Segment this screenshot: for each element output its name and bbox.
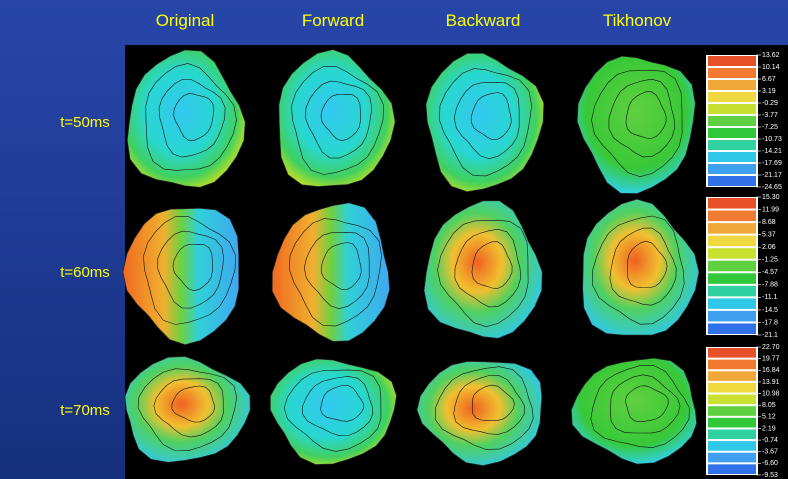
colorbar-label: -0.74 xyxy=(762,437,778,444)
colorbar-label: 13.62 xyxy=(762,52,780,59)
colorbar-band xyxy=(708,464,756,474)
colorbar-band xyxy=(708,80,756,90)
colorbar-label: -24.65 xyxy=(762,184,782,191)
colorbar-band xyxy=(708,198,756,209)
colorbar-label: 10.14 xyxy=(762,64,780,71)
colorbar-label: -17.8 xyxy=(762,319,778,326)
colorbar-label: 22.70 xyxy=(762,344,780,351)
colorbar-band xyxy=(708,92,756,102)
colorbar-label: -11.1 xyxy=(762,294,778,301)
colorbar-label: -0.29 xyxy=(762,100,778,107)
colorbar-label: -21.1 xyxy=(762,332,778,339)
colorbar-band xyxy=(708,211,756,222)
colorbar-band xyxy=(708,68,756,78)
colorbar-band xyxy=(708,104,756,114)
colorbar-band xyxy=(708,56,756,66)
colorbar-band xyxy=(708,236,756,247)
colorbar-label: 2.06 xyxy=(762,244,776,251)
row-label: t=50ms xyxy=(60,114,110,131)
colorbar-label: -17.69 xyxy=(762,160,782,167)
colorbar-band xyxy=(708,348,756,358)
colorbar-band xyxy=(708,286,756,297)
colorbar-label: 16.84 xyxy=(762,367,780,374)
colorbar-label: -10.73 xyxy=(762,136,782,143)
colorbar-band xyxy=(708,453,756,463)
colorbar-label: 5.12 xyxy=(762,414,776,421)
colorbar-label: 2.19 xyxy=(762,425,776,432)
colorbar-band xyxy=(708,360,756,370)
colorbar-label: 8.05 xyxy=(762,402,776,409)
colorbar-band xyxy=(708,406,756,416)
colorbar-band xyxy=(708,371,756,381)
row-label: t=60ms xyxy=(60,264,110,281)
colorbar-label: 11.99 xyxy=(762,206,779,213)
column-header: Tikhonov xyxy=(603,11,672,30)
colorbar-band xyxy=(708,116,756,126)
colorbar-label: 5.37 xyxy=(762,231,776,238)
row-label: t=70ms xyxy=(60,402,110,419)
column-header: Backward xyxy=(446,11,521,30)
colorbar-band xyxy=(708,395,756,405)
colorbar-band xyxy=(708,152,756,162)
colorbar-label: 13.91 xyxy=(762,379,780,386)
colorbar-label: -3.77 xyxy=(762,112,778,119)
colorbar-band xyxy=(708,223,756,234)
figure: 13.62 10.14 6.67 3.19 -0.29 -3.77 -7.25 -10.73 -… xyxy=(0,0,788,479)
colorbar-label: 8.68 xyxy=(762,219,776,226)
colorbar-band xyxy=(708,140,756,150)
column-header: Original xyxy=(156,11,215,30)
colorbar-label: -14.5 xyxy=(762,307,778,314)
colorbar-label: 15.30 xyxy=(762,194,780,201)
colorbar-band xyxy=(708,311,756,322)
colorbar-label: 6.67 xyxy=(762,76,776,83)
colorbar-label: -3.67 xyxy=(762,449,778,456)
colorbar-label: -14.21 xyxy=(762,148,782,155)
colorbar-label: -21.17 xyxy=(762,172,782,179)
colorbar-band xyxy=(708,298,756,309)
colorbar-band xyxy=(708,418,756,428)
colorbar-band xyxy=(708,248,756,259)
colorbar-label: -7.25 xyxy=(762,124,778,131)
colorbar-band xyxy=(708,128,756,138)
colorbar-label: -4.57 xyxy=(762,269,778,276)
colorbar-band xyxy=(708,164,756,174)
colorbar-label: -1.25 xyxy=(762,257,778,264)
colorbar-band xyxy=(708,273,756,284)
colorbar-label: -7.88 xyxy=(762,282,778,289)
colorbar-band xyxy=(708,383,756,393)
colorbar-label: 10.98 xyxy=(762,390,780,397)
colorbar-band xyxy=(708,429,756,439)
colorbar-label: -6.60 xyxy=(762,460,778,467)
colorbar-band xyxy=(708,261,756,272)
colorbar-label: -9.53 xyxy=(762,472,778,479)
colorbar-band xyxy=(708,323,756,334)
column-header: Forward xyxy=(302,11,364,30)
colorbar-label: 19.77 xyxy=(762,355,780,362)
colorbar-band xyxy=(708,441,756,451)
colorbar-label: 3.19 xyxy=(762,88,776,95)
colorbar-band xyxy=(708,176,756,186)
